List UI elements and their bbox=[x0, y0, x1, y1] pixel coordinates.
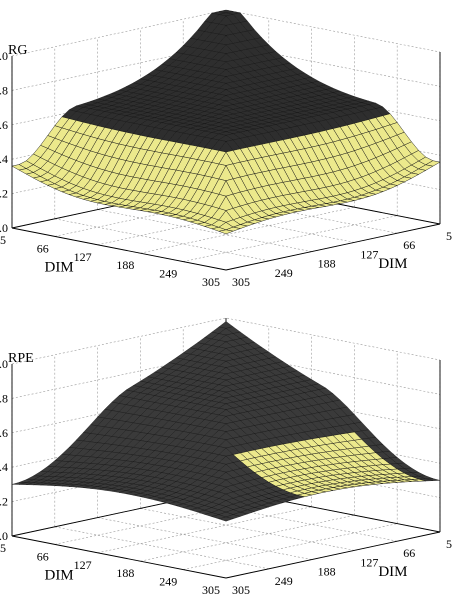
rpe-surface-patch bbox=[218, 516, 234, 522]
rg-z-tick-label: 0.6 bbox=[0, 118, 8, 132]
rg-chart-svg: RG 0.0 0.2 0.4 0.6 0.8 1.0 5 66 127 188 249 305 305 24… bbox=[0, 9, 452, 289]
rpe-x-tick-label: 66 bbox=[37, 549, 49, 563]
rg-y-tick-label: 66 bbox=[403, 238, 415, 252]
rpe-y-tick-label: 305 bbox=[232, 583, 250, 597]
rpe-floor-gridline bbox=[140, 508, 355, 551]
rpe-x-tick-label: 249 bbox=[159, 575, 177, 589]
rpe-x-tick-label: 5 bbox=[0, 541, 6, 555]
rpe-y-tick-label: 5 bbox=[446, 537, 452, 551]
rpe-wall-gridline bbox=[11, 386, 441, 434]
rg-axis-edge bbox=[11, 227, 227, 271]
rg-y-axis-label: DIM bbox=[378, 256, 407, 272]
rg-x-tick-label: 5 bbox=[0, 233, 6, 247]
rpe-floor-gridline bbox=[54, 498, 269, 545]
rg-x-tick-label: 188 bbox=[116, 258, 134, 272]
rpe-y-tick-label: 188 bbox=[318, 565, 336, 579]
rg-z-tick-label: 0.8 bbox=[0, 83, 8, 97]
rg-y-tick-label: 249 bbox=[275, 266, 293, 280]
rpe-surface-mesh bbox=[11, 321, 441, 522]
rpe-y-axis-label: DIM bbox=[378, 564, 407, 580]
rg-z-tick-label: 1.0 bbox=[0, 49, 8, 63]
rg-axis-edge bbox=[225, 223, 441, 271]
rg-y-tick-label: 5 bbox=[446, 229, 452, 243]
rg-x-tick-label: 127 bbox=[74, 250, 92, 264]
rg-surface-chart: RG 0.0 0.2 0.4 0.6 0.8 1.0 5 66 127 188 249 305 305 24… bbox=[0, 9, 452, 289]
rg-z-tick-label: 0.4 bbox=[0, 152, 8, 166]
rg-z-tick-label: 0.2 bbox=[0, 187, 8, 201]
rpe-z-tick-label: 0.6 bbox=[0, 426, 8, 440]
rg-floor-gridline bbox=[140, 206, 355, 254]
rg-surface-patch bbox=[218, 229, 234, 235]
rpe-x-tick-label: 188 bbox=[116, 566, 134, 580]
rpe-z-axis-label: RPE bbox=[8, 351, 34, 366]
rg-x-axis-label: DIM bbox=[44, 259, 73, 275]
rg-x-tick-label: 66 bbox=[37, 241, 49, 255]
rg-axis-labels: RG 0.0 0.2 0.4 0.6 0.8 1.0 5 66 127 188 249 305 305 24… bbox=[0, 43, 452, 289]
rpe-floor-gridline bbox=[183, 523, 398, 570]
rg-wall-gridline bbox=[11, 44, 441, 91]
rpe-chart-svg: RPE 0.0 0.2 0.4 0.6 0.8 1.0 5 66 127 188 249 305 305 2… bbox=[0, 317, 452, 597]
rpe-axis-edge bbox=[225, 531, 441, 579]
rpe-wall-gridline bbox=[11, 352, 441, 399]
rpe-z-tick-label: 0.2 bbox=[0, 495, 8, 509]
rpe-floor-gridline bbox=[97, 506, 312, 554]
rpe-axis-edge bbox=[11, 535, 227, 579]
rg-x-tick-label: 249 bbox=[159, 267, 177, 281]
rg-floor-gridline bbox=[97, 209, 312, 252]
rpe-x-tick-label: 127 bbox=[74, 558, 92, 572]
rpe-z-tick-label: 1.0 bbox=[0, 357, 8, 371]
rg-y-tick-label: 305 bbox=[232, 275, 250, 289]
rpe-y-tick-label: 249 bbox=[275, 574, 293, 588]
rpe-surface-chart: RPE 0.0 0.2 0.4 0.6 0.8 1.0 5 66 127 188 249 305 305 2… bbox=[0, 302, 456, 604]
rpe-floor-gridline bbox=[140, 514, 355, 562]
rpe-z-tick-label: 0.0 bbox=[0, 529, 8, 543]
rg-z-axis-label: RG bbox=[8, 43, 27, 58]
rpe-axis-labels: RPE 0.0 0.2 0.4 0.6 0.8 1.0 5 66 127 188 249 305 305 2… bbox=[0, 351, 452, 597]
rg-floor-gridline bbox=[183, 215, 398, 262]
rg-x-tick-label: 305 bbox=[202, 275, 220, 289]
rg-z-tick-label: 0.0 bbox=[0, 221, 8, 235]
rg-y-tick-label: 127 bbox=[360, 247, 378, 261]
rpe-y-tick-label: 66 bbox=[403, 546, 415, 560]
rg-floor-gridline bbox=[54, 218, 269, 262]
rpe-x-axis-label: DIM bbox=[44, 567, 73, 583]
rpe-floor-gridline bbox=[54, 526, 269, 570]
rpe-x-tick-label: 305 bbox=[202, 583, 220, 597]
rpe-z-tick-label: 0.4 bbox=[0, 460, 8, 474]
rg-y-tick-label: 188 bbox=[318, 257, 336, 271]
rpe-wall-gridline bbox=[11, 317, 441, 365]
rpe-y-tick-label: 127 bbox=[360, 555, 378, 569]
rpe-floor-gridline bbox=[97, 517, 312, 560]
rg-surface-mesh bbox=[11, 9, 441, 235]
rg-wall-gridline bbox=[11, 9, 441, 57]
rpe-z-tick-label: 0.8 bbox=[0, 391, 8, 405]
